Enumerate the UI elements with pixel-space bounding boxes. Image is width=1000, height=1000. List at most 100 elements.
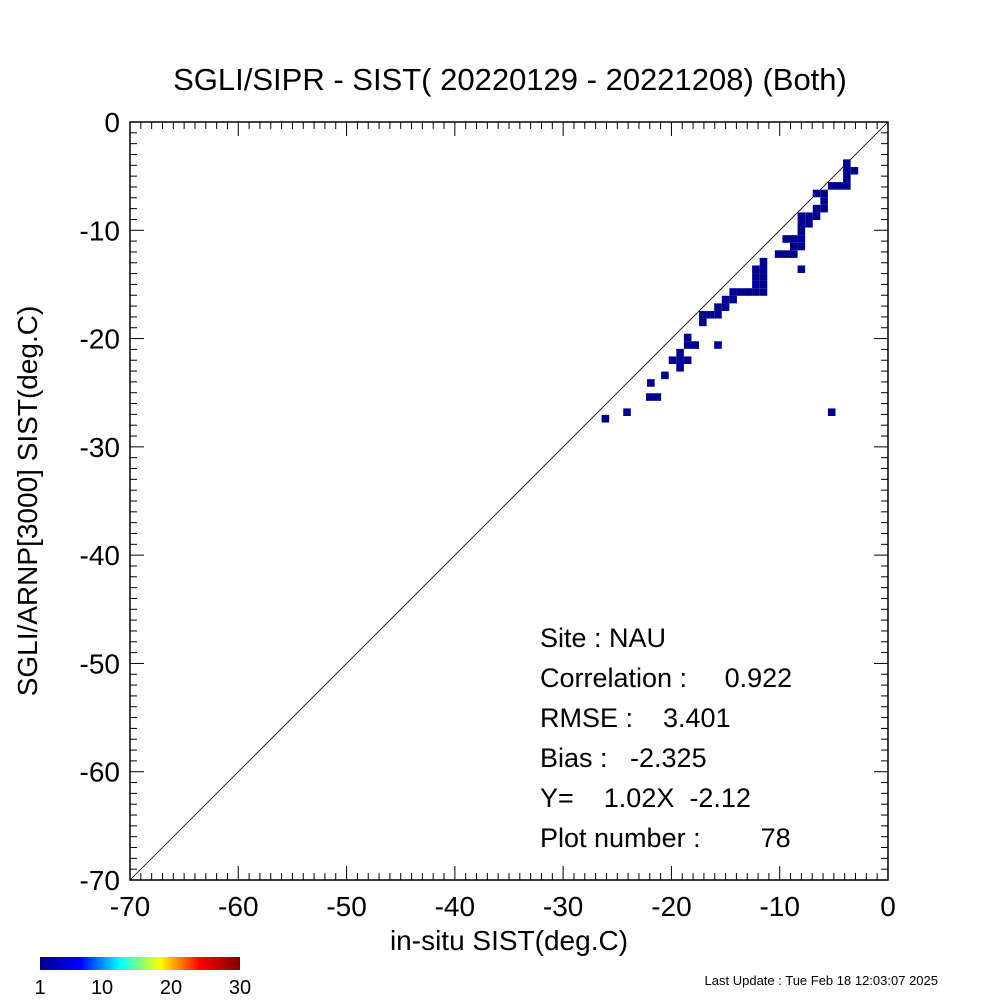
data-point xyxy=(782,250,791,258)
x-tick-label: 0 xyxy=(880,891,896,922)
data-point xyxy=(805,212,813,220)
data-point xyxy=(714,341,722,349)
data-point xyxy=(752,280,760,289)
data-point xyxy=(805,219,813,228)
data-point xyxy=(721,303,730,311)
data-point xyxy=(691,341,700,349)
data-point xyxy=(835,182,844,190)
colorbar-tick-label: 10 xyxy=(91,977,113,999)
x-tick-label: -20 xyxy=(651,891,691,922)
data-point xyxy=(653,393,662,401)
x-tick-label: -60 xyxy=(218,891,258,922)
data-point xyxy=(797,265,806,274)
x-tick-label: -40 xyxy=(435,891,475,922)
data-point xyxy=(759,280,768,289)
data-point xyxy=(850,166,859,175)
data-point xyxy=(683,333,692,342)
colorbar xyxy=(40,957,240,970)
data-point xyxy=(752,273,760,281)
data-point xyxy=(721,295,730,304)
x-tick-label: -50 xyxy=(326,891,366,922)
y-tick-label: -10 xyxy=(80,215,120,246)
axis-major-ticks xyxy=(129,121,889,881)
data-point xyxy=(714,303,722,311)
x-tick-labels: -70 -60 -50 -40 -30 -20 -10 0 xyxy=(110,891,896,922)
data-point xyxy=(683,341,692,349)
data-point xyxy=(797,235,806,243)
data-point xyxy=(774,250,783,258)
data-point xyxy=(797,219,806,228)
data-point xyxy=(676,356,684,365)
data-point xyxy=(843,174,851,183)
statistics-panel: Site : NAU Correlation : 0.922 RMSE : 3.40… xyxy=(540,623,792,853)
data-point xyxy=(843,166,851,175)
data-point xyxy=(736,288,745,296)
stat-line: Plot number : 78 xyxy=(540,823,791,853)
data-point xyxy=(752,288,760,296)
data-point xyxy=(843,159,851,167)
data-point xyxy=(820,204,828,213)
data-point xyxy=(623,408,631,416)
stat-line: Site : NAU xyxy=(540,623,666,653)
data-point xyxy=(812,189,821,198)
data-point xyxy=(676,348,684,357)
data-point xyxy=(790,250,798,258)
y-tick-label: -30 xyxy=(80,432,120,463)
stat-line: Y= 1.02X -2.12 xyxy=(540,783,751,813)
data-point xyxy=(790,242,798,251)
data-point xyxy=(683,356,692,365)
data-point xyxy=(820,189,828,198)
data-point xyxy=(601,414,610,423)
data-points xyxy=(601,159,859,423)
colorbar-tick-label: 20 xyxy=(160,977,182,999)
data-point xyxy=(729,295,737,304)
last-update-text: Last Update : Tue Feb 18 12:03:07 2025 xyxy=(705,973,938,988)
x-tick-label: -70 xyxy=(110,891,150,922)
data-point xyxy=(699,318,707,327)
data-point xyxy=(645,393,654,401)
data-point xyxy=(827,408,836,416)
data-point xyxy=(661,371,669,380)
data-point xyxy=(797,227,806,236)
stat-line: Correlation : 0.922 xyxy=(540,663,792,693)
data-point xyxy=(759,265,768,274)
axis-minor-ticks xyxy=(130,122,888,880)
y-tick-labels: 0 -10 -20 -30 -40 -50 -60 -70 xyxy=(80,107,120,896)
stat-line: RMSE : 3.401 xyxy=(540,703,731,733)
colorbar-labels: 1 10 20 30 xyxy=(34,977,251,999)
x-tick-label: -30 xyxy=(543,891,583,922)
y-tick-label: 0 xyxy=(104,107,120,138)
data-point xyxy=(668,356,677,365)
x-axis-label: in-situ SIST(deg.C) xyxy=(390,925,628,956)
data-point xyxy=(676,364,684,372)
data-point xyxy=(759,288,768,296)
identity-line xyxy=(129,121,889,881)
data-point xyxy=(812,212,821,220)
data-point xyxy=(729,288,737,296)
data-point xyxy=(782,235,791,243)
chart-title: SGLI/SIPR - SIST( 20220129 - 20221208) (… xyxy=(173,62,847,97)
data-point xyxy=(706,310,715,319)
y-tick-label: -20 xyxy=(80,324,120,355)
data-point xyxy=(827,182,836,190)
x-tick-label: -10 xyxy=(759,891,799,922)
stat-line: Bias : -2.325 xyxy=(540,743,707,773)
data-point xyxy=(797,212,806,220)
data-point xyxy=(759,273,768,281)
data-point xyxy=(797,242,806,251)
data-point xyxy=(820,197,828,205)
data-point xyxy=(843,182,851,190)
data-point xyxy=(699,310,707,319)
data-point xyxy=(647,379,655,387)
y-tick-label: -70 xyxy=(80,865,120,896)
y-tick-label: -40 xyxy=(80,540,120,571)
data-point xyxy=(752,265,760,274)
data-point xyxy=(812,204,821,213)
data-point xyxy=(790,235,798,243)
colorbar-tick-label: 1 xyxy=(34,977,45,999)
colorbar-tick-label: 30 xyxy=(229,977,251,999)
data-point xyxy=(714,310,722,319)
y-tick-label: -60 xyxy=(80,757,120,788)
data-point xyxy=(759,257,768,266)
